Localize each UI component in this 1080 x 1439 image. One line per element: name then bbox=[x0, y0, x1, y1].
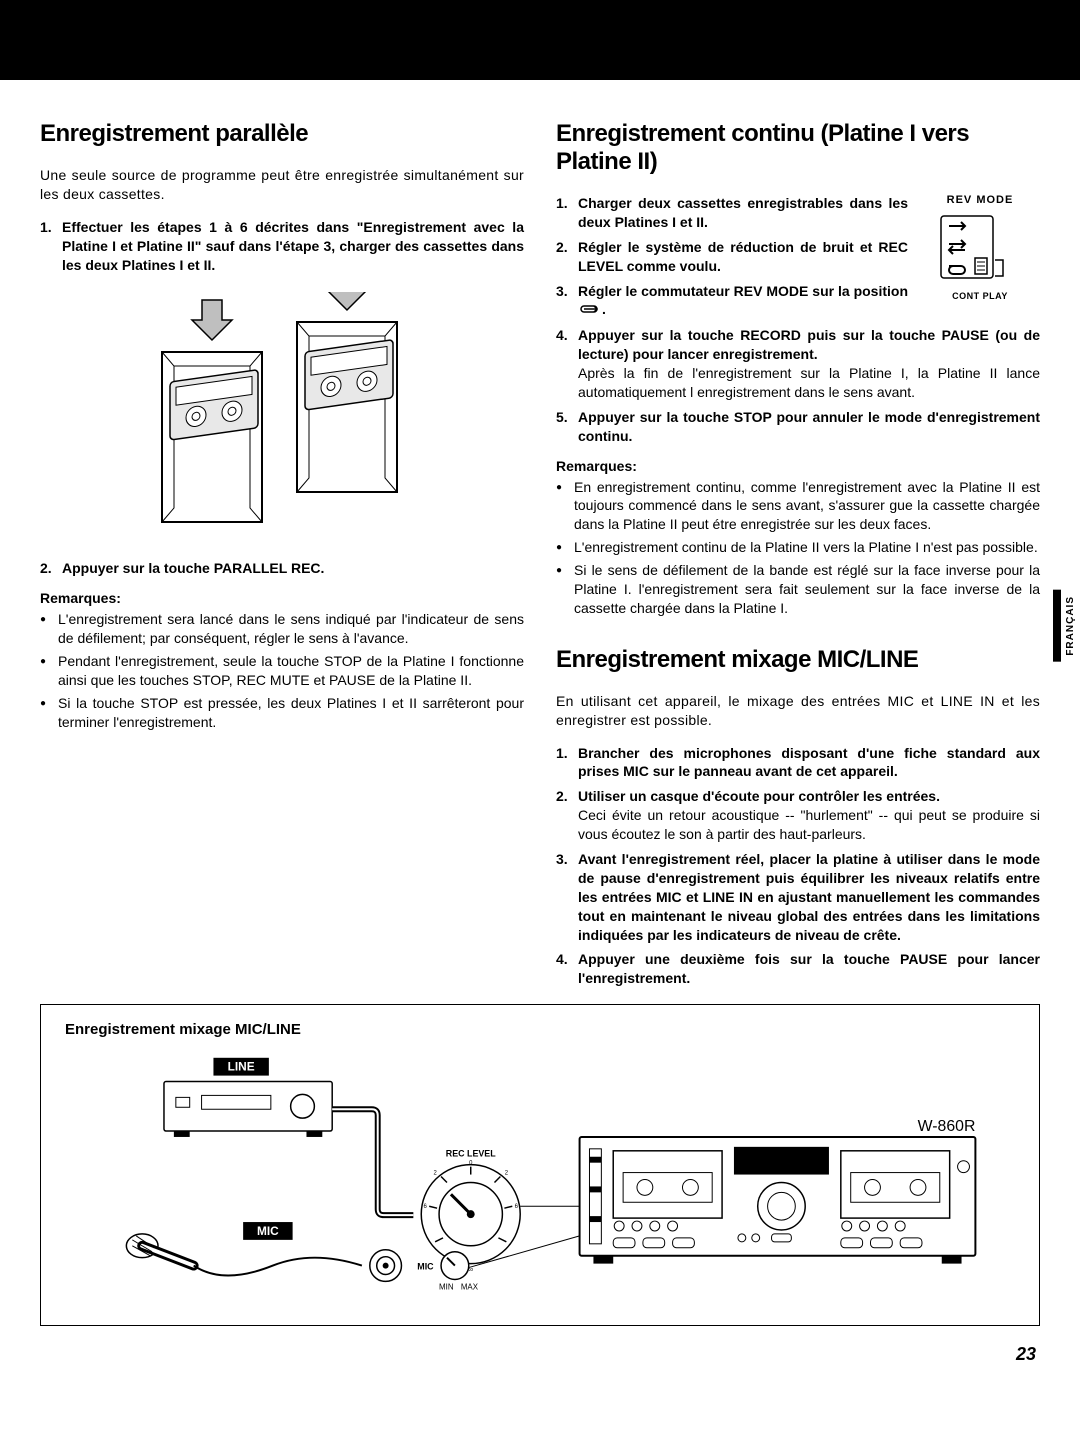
continuous-remarks-title: Remarques: bbox=[556, 458, 1040, 474]
model-label: W-860R bbox=[918, 1118, 976, 1135]
min-label: MIN bbox=[439, 1283, 454, 1292]
parallel-remarks-title: Remarques: bbox=[40, 590, 524, 606]
continuous-step: Charger deux cassettes enregistrables da… bbox=[556, 194, 1040, 232]
parallel-step-2: Appuyer sur la touche PARALLEL REC. bbox=[40, 559, 524, 578]
parallel-steps: Effectuer les étapes 1 à 6 décrites dans… bbox=[40, 218, 524, 275]
heading-continuous: Enregistrement continu (Platine I vers P… bbox=[556, 120, 1040, 176]
parallel-remarks: L'enregistrement sera lancé dans le sens… bbox=[40, 610, 524, 731]
parallel-steps-2: Appuyer sur la touche PARALLEL REC. bbox=[40, 559, 524, 578]
svg-text:2: 2 bbox=[505, 1171, 508, 1177]
loop-icon bbox=[578, 301, 602, 320]
left-column: Enregistrement parallèle Une seule sourc… bbox=[40, 120, 524, 994]
mixage-step: Appuyer une deuxième fois sur la touche … bbox=[556, 950, 1040, 988]
mixage-intro: En utilisant cet appareil, le mixage des… bbox=[556, 692, 1040, 730]
language-tab: FRANÇAIS bbox=[1053, 590, 1080, 662]
svg-text:2: 2 bbox=[433, 1171, 436, 1177]
mixage-steps: Brancher des microphones disposant d'une… bbox=[556, 744, 1040, 989]
right-column: Enregistrement continu (Platine I vers P… bbox=[556, 120, 1040, 994]
mixage-step: Utiliser un casque d'écoute pour contrôl… bbox=[556, 787, 1040, 844]
page-content: FRANÇAIS Enregistrement parallèle Une se… bbox=[0, 80, 1080, 1385]
mic-label: MIC bbox=[257, 1224, 279, 1238]
parallel-intro: Une seule source de programme peut être … bbox=[40, 166, 524, 204]
remark-item: Pendant l'enregistrement, seule la touch… bbox=[40, 652, 524, 690]
remark-item: En enregistrement continu, comme l'enreg… bbox=[556, 478, 1040, 535]
diagram-title: Enregistrement mixage MIC/LINE bbox=[65, 1021, 1015, 1038]
cassette-figure bbox=[40, 292, 524, 537]
line-label: LINE bbox=[228, 1060, 255, 1074]
remark-item: Si le sens de défilement de la bande est… bbox=[556, 561, 1040, 618]
step-note: Ceci évite un retour acoustique -- "hurl… bbox=[578, 806, 1040, 844]
remark-item: L'enregistrement continu de la Platine I… bbox=[556, 538, 1040, 557]
page-number: 23 bbox=[40, 1344, 1040, 1365]
header-blackbar bbox=[0, 0, 1080, 80]
continuous-step: Régler le commutateur REV MODE sur la po… bbox=[556, 282, 1040, 321]
continuous-step: Régler le système de réduction de bruit … bbox=[556, 238, 1040, 276]
heading-parallel: Enregistrement parallèle bbox=[40, 120, 524, 148]
continuous-remarks: En enregistrement continu, comme l'enreg… bbox=[556, 478, 1040, 618]
remark-item: L'enregistrement sera lancé dans le sens… bbox=[40, 610, 524, 648]
mixage-step: Avant l'enregistrement réel, placer la p… bbox=[556, 850, 1040, 944]
mixage-step: Brancher des microphones disposant d'une… bbox=[556, 744, 1040, 782]
heading-mixage: Enregistrement mixage MIC/LINE bbox=[556, 646, 1040, 674]
continuous-step: Appuyer sur la touche RECORD puis sur la… bbox=[556, 326, 1040, 402]
step-note: Après la fin de l'enregistrement sur la … bbox=[578, 364, 1040, 402]
continuous-step: Appuyer sur la touche STOP pour annuler … bbox=[556, 408, 1040, 446]
rec-level-label: REC LEVEL bbox=[446, 1149, 496, 1159]
max-label: MAX bbox=[461, 1283, 479, 1292]
mic-jack-label: MIC bbox=[417, 1262, 434, 1272]
parallel-step-1: Effectuer les étapes 1 à 6 décrites dans… bbox=[40, 218, 524, 275]
continuous-steps: Charger deux cassettes enregistrables da… bbox=[556, 194, 1040, 446]
mixage-diagram: Enregistrement mixage MIC/LINE LINE bbox=[40, 1004, 1040, 1325]
remark-item: Si la touche STOP est pressée, les deux … bbox=[40, 694, 524, 732]
connection-diagram-svg: LINE MIC R bbox=[65, 1038, 1015, 1295]
